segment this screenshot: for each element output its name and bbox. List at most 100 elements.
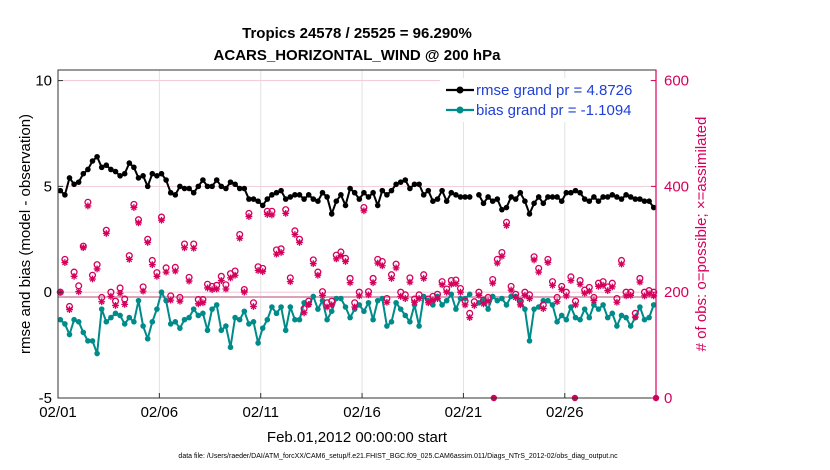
assimilated-obs-marker — [411, 298, 418, 306]
series-rmse-point — [494, 196, 501, 202]
y-left-tick-label: 0 — [44, 284, 52, 301]
series-bias-point — [577, 316, 583, 323]
series-bias-point — [315, 306, 321, 312]
assimilated-obs-marker — [447, 280, 455, 288]
series-bias-point — [292, 316, 298, 323]
assimilated-obs-marker — [79, 244, 87, 252]
series-rmse-point — [430, 198, 436, 204]
assimilated-obs-marker — [438, 281, 446, 289]
series-rmse-point — [264, 196, 271, 202]
series-rmse-point — [167, 189, 174, 196]
series-rmse-point — [420, 192, 427, 198]
assimilated-obs-marker — [314, 271, 322, 279]
series-rmse-point — [499, 206, 505, 213]
assimilated-obs-marker — [631, 313, 639, 321]
series-rmse-point — [305, 192, 312, 198]
assimilated-obs-marker — [562, 292, 570, 300]
series-rmse-point — [604, 194, 611, 200]
series-rmse-point — [503, 204, 510, 211]
assimilated-obs-marker — [424, 299, 432, 307]
series-rmse-point — [402, 177, 409, 183]
series-bias-point — [614, 323, 620, 329]
x-tick-label: 02/11 — [242, 404, 278, 421]
assimilated-obs-marker — [466, 314, 474, 321]
assimilated-obs-marker — [544, 259, 552, 266]
assimilated-obs-marker — [452, 280, 460, 288]
series-rmse-point — [384, 192, 390, 198]
assimilated-obs-marker — [369, 279, 377, 287]
series-rmse-point — [462, 194, 468, 200]
series-bias-point — [453, 306, 459, 312]
x-axis-label: Feb.01,2012 00:00:00 start — [267, 429, 448, 446]
series-rmse-point — [259, 202, 266, 209]
assimilated-obs-marker — [319, 291, 326, 299]
assimilated-obs-marker — [429, 296, 437, 304]
series-bias-point — [190, 306, 197, 312]
series-rmse-point — [379, 187, 386, 194]
assimilated-obs-marker — [415, 295, 423, 302]
assimilated-obs-marker — [158, 216, 165, 224]
assimilated-obs-marker — [259, 268, 267, 275]
assimilated-obs-marker — [567, 277, 575, 284]
assimilated-obs-marker — [392, 264, 400, 272]
series-rmse-point — [121, 170, 128, 177]
series-rmse-point — [172, 192, 179, 198]
assimilated-obs-marker — [558, 286, 566, 293]
y-right-tick-label: 600 — [664, 73, 689, 90]
series-rmse-point — [94, 153, 100, 160]
series-rmse-point — [140, 173, 146, 179]
series-rmse-point — [618, 196, 625, 202]
assimilated-obs-marker — [144, 239, 152, 246]
assimilated-obs-marker — [397, 293, 405, 300]
series-bias-point — [103, 319, 110, 325]
series-rmse-point — [177, 183, 183, 190]
series-rmse-point — [200, 177, 206, 183]
y-left-axis-label: rmse and bias (model - observation) — [17, 114, 34, 354]
series-bias-point — [85, 338, 91, 344]
series-bias-point — [144, 335, 151, 342]
y-left-tick-label: -5 — [39, 390, 52, 407]
assimilated-obs-marker — [75, 288, 83, 296]
series-rmse-point — [296, 192, 303, 198]
series-bias-point — [572, 314, 579, 321]
series-bias-point — [75, 319, 82, 325]
series-bias-point — [545, 297, 551, 304]
series-bias-point — [466, 291, 473, 298]
series-rmse-point — [526, 211, 533, 217]
assimilated-obs-marker — [305, 300, 313, 308]
series-bias-point — [439, 302, 445, 308]
series-bias-point — [94, 350, 100, 357]
series-rmse-point — [223, 185, 229, 192]
assimilated-obs-marker — [323, 303, 331, 311]
series-rmse-point — [600, 194, 606, 200]
series-rmse-point — [135, 175, 142, 181]
series-rmse-point — [269, 192, 275, 198]
assimilated-obs-marker — [457, 288, 464, 296]
series-bias-point — [494, 297, 501, 304]
assimilated-obs-marker — [618, 260, 625, 268]
y-right-tick-label: 200 — [664, 284, 689, 301]
series-rmse-point — [393, 181, 399, 188]
series-bias-point — [549, 302, 556, 308]
series-rmse-point — [425, 187, 432, 194]
series-rmse-point — [195, 183, 202, 190]
assimilated-obs-marker — [116, 289, 124, 297]
assimilated-obs-marker — [388, 275, 395, 282]
series-rmse-point — [144, 183, 151, 190]
series-rmse-point — [434, 196, 441, 202]
series-rmse-point — [632, 196, 639, 202]
series-bias-point — [370, 316, 376, 323]
series-rmse-point — [75, 179, 82, 185]
assimilated-obs-marker — [245, 213, 253, 220]
x-tick-label: 02/21 — [445, 404, 483, 421]
series-bias-point — [328, 308, 335, 315]
series-bias-point — [227, 344, 234, 351]
series-bias-point — [526, 338, 533, 344]
series-rmse-point — [416, 181, 422, 188]
assimilated-obs-marker — [148, 261, 156, 269]
assimilated-obs-marker — [236, 234, 244, 242]
series-bias-point — [531, 306, 537, 312]
assimilated-obs-marker — [650, 292, 658, 300]
series-bias-point — [503, 302, 510, 308]
series-rmse-point — [586, 198, 593, 204]
